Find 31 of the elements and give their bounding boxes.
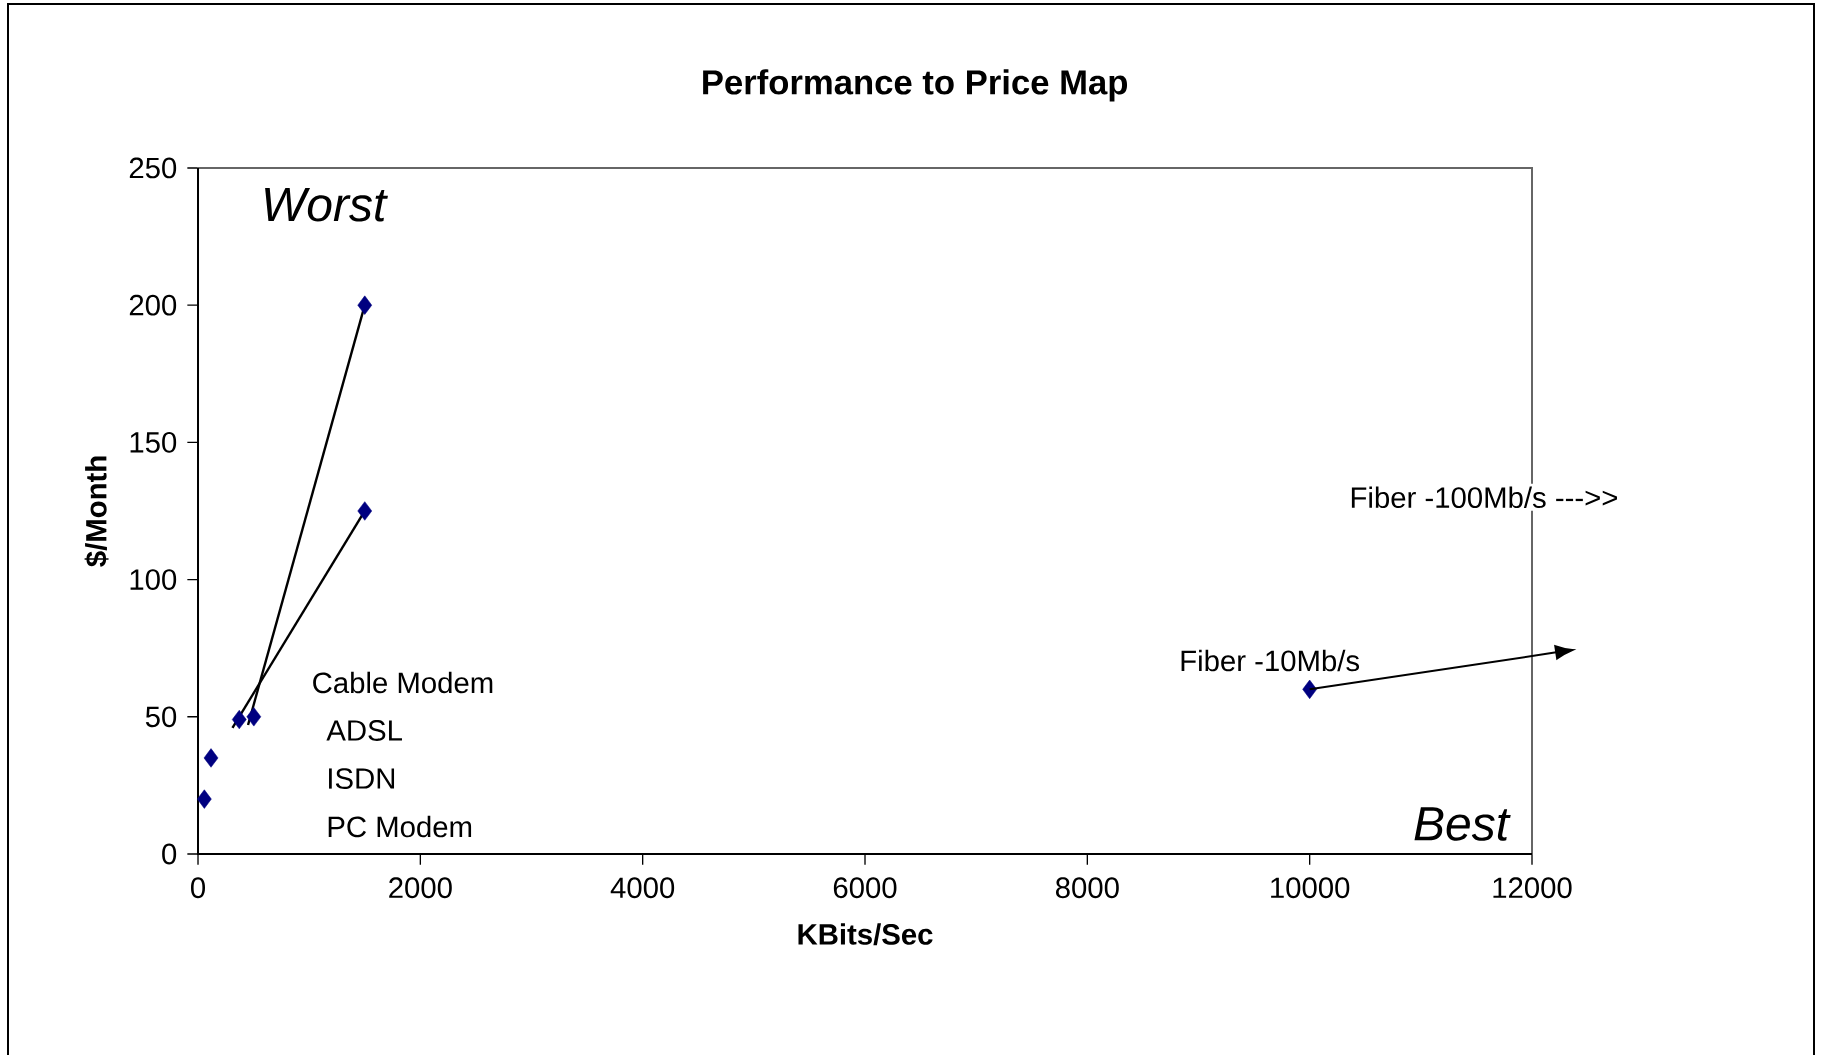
chart-title: Performance to Price Map: [703, 69, 1128, 102]
y-tick-label: 150: [130, 431, 177, 453]
point: [357, 501, 373, 521]
point: [246, 707, 262, 727]
x-axis-title: KBits/Sec: [798, 923, 933, 946]
x-tick-label: 6000: [833, 877, 897, 899]
y-tick-label: 50: [145, 706, 177, 728]
point: [357, 295, 373, 315]
y-tick-label: 200: [129, 294, 177, 316]
annotation: Fiber -10Mb/s: [1181, 649, 1360, 672]
annotation: Cable Modem: [313, 671, 493, 694]
point: [231, 709, 247, 730]
x-tick-label: 12000: [1493, 877, 1572, 899]
x-tick-label: 4000: [610, 877, 675, 899]
annotation: Worst: [265, 188, 388, 222]
y-tick-label: 250: [129, 157, 177, 179]
annotation: Fiber -100Mb/s --->>: [1351, 486, 1617, 509]
annotation: Best: [1414, 807, 1511, 841]
y-tick-label: 100: [130, 569, 177, 590]
point: [1302, 679, 1317, 699]
point: [203, 748, 219, 768]
x-tick-label: 2000: [389, 877, 452, 899]
annotation: ISDN: [329, 768, 395, 789]
x-tick-label: 10000: [1271, 877, 1350, 899]
point: [197, 789, 212, 809]
y-axis-title: $/Month: [84, 456, 109, 567]
x-tick-label: 0: [191, 877, 206, 899]
annotation: PC Modem: [328, 815, 472, 838]
annotation: ADSL: [326, 720, 402, 741]
y-tick-label: 0: [162, 843, 177, 865]
x-tick-label: 8000: [1055, 877, 1119, 899]
